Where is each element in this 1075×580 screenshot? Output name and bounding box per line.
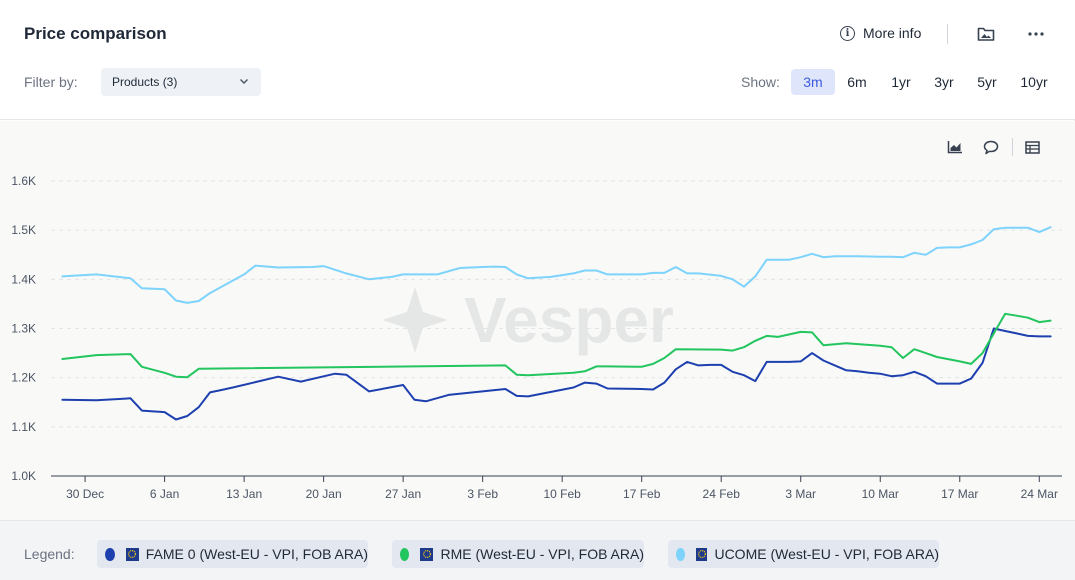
legend-label: Legend: <box>24 546 75 562</box>
chart-tools-divider <box>1012 138 1013 156</box>
page-title: Price comparison <box>24 24 167 43</box>
legend-item-rme[interactable]: RME (West-EU - VPI, FOB ARA) <box>392 540 644 568</box>
more-info-button[interactable]: i More info <box>840 25 921 41</box>
legend-bar: Legend: FAME 0 (West-EU - VPI, FOB ARA) … <box>0 520 1075 580</box>
products-filter-dropdown[interactable]: Products (3) <box>101 68 261 96</box>
x-tick-label: 6 Jan <box>150 487 179 501</box>
vesper-logo-icon <box>382 287 448 353</box>
series-line-rme <box>61 312 1052 379</box>
show-label: Show: <box>741 74 780 90</box>
x-tick-label: 17 Mar <box>941 487 978 501</box>
more-options-button[interactable] <box>1024 24 1048 44</box>
legend-item-label: FAME 0 (West-EU - VPI, FOB ARA) <box>145 546 368 562</box>
range-3yr-button[interactable]: 3yr <box>934 74 954 90</box>
range-6m-button[interactable]: 6m <box>847 74 867 90</box>
comment-icon <box>983 140 999 154</box>
table-view-button[interactable] <box>1021 137 1043 157</box>
x-tick-label: 10 Mar <box>862 487 899 501</box>
eu-flag-icon <box>125 547 139 561</box>
chart-type-button[interactable] <box>944 137 966 157</box>
x-tick-label: 24 Mar <box>1021 487 1058 501</box>
area-chart-icon <box>947 141 962 154</box>
watermark-text: Vesper <box>464 284 674 356</box>
info-icon: i <box>840 25 855 41</box>
chevron-down-icon <box>240 79 248 84</box>
save-image-button[interactable] <box>975 24 997 44</box>
header-divider <box>947 24 948 44</box>
x-tick-label: 3 Mar <box>785 487 816 501</box>
legend-item-label: UCOME (West-EU - VPI, FOB ARA) <box>714 546 939 562</box>
eu-flag-icon <box>695 547 708 561</box>
y-tick-label: 1.0K <box>11 469 36 483</box>
filter-label: Filter by: <box>24 74 78 90</box>
y-tick-label: 1.2K <box>11 371 36 385</box>
series-color-dot <box>400 547 410 561</box>
image-folder-icon <box>977 27 995 41</box>
x-tick-label: 24 Feb <box>703 487 741 501</box>
chart-area <box>0 121 1075 520</box>
range-10yr-button[interactable]: 10yr <box>1020 74 1048 90</box>
more-info-label: More info <box>863 25 922 41</box>
legend-item-ucome[interactable]: UCOME (West-EU - VPI, FOB ARA) <box>668 540 939 568</box>
series-line-ucome <box>61 226 1052 304</box>
vesper-watermark: Vesper <box>380 280 710 360</box>
legend-item-label: RME (West-EU - VPI, FOB ARA) <box>440 546 644 562</box>
x-tick-label: 17 Feb <box>623 487 661 501</box>
series-color-dot <box>105 547 115 561</box>
range-5yr-button[interactable]: 5yr <box>977 74 997 90</box>
range-3m-button[interactable]: 3m <box>791 69 835 95</box>
price-line-chart: 1.0K 1.1K 1.2K 1.3K 1.4K 1.5K 1.6K 30 Dec 6 Jan 1… <box>11 174 1062 501</box>
x-tick-label: 30 Dec <box>66 487 104 501</box>
y-tick-label: 1.3K <box>11 322 36 336</box>
x-tick-label: 27 Jan <box>385 487 421 501</box>
products-filter-value: Products (3) <box>112 75 178 89</box>
x-tick-label: 20 Jan <box>306 487 342 501</box>
card-header: Price comparison i More info Filter by: … <box>0 0 1075 120</box>
y-tick-label: 1.1K <box>11 420 36 434</box>
y-tick-label: 1.4K <box>11 272 36 286</box>
x-tick-label: 13 Jan <box>226 487 262 501</box>
range-1yr-button[interactable]: 1yr <box>891 74 911 90</box>
x-tick-label: 3 Feb <box>467 487 498 501</box>
eu-flag-icon <box>420 547 434 561</box>
x-tick-label: 10 Feb <box>544 487 582 501</box>
y-tick-label: 1.5K <box>11 223 36 237</box>
comments-button[interactable] <box>980 137 1002 157</box>
series-color-dot <box>676 547 685 561</box>
table-icon <box>1024 140 1040 154</box>
more-horizontal-icon <box>1028 32 1044 36</box>
series-line-fame0 <box>61 327 1052 421</box>
y-tick-label: 1.6K <box>11 174 36 188</box>
legend-item-fame0[interactable]: FAME 0 (West-EU - VPI, FOB ARA) <box>97 540 368 568</box>
